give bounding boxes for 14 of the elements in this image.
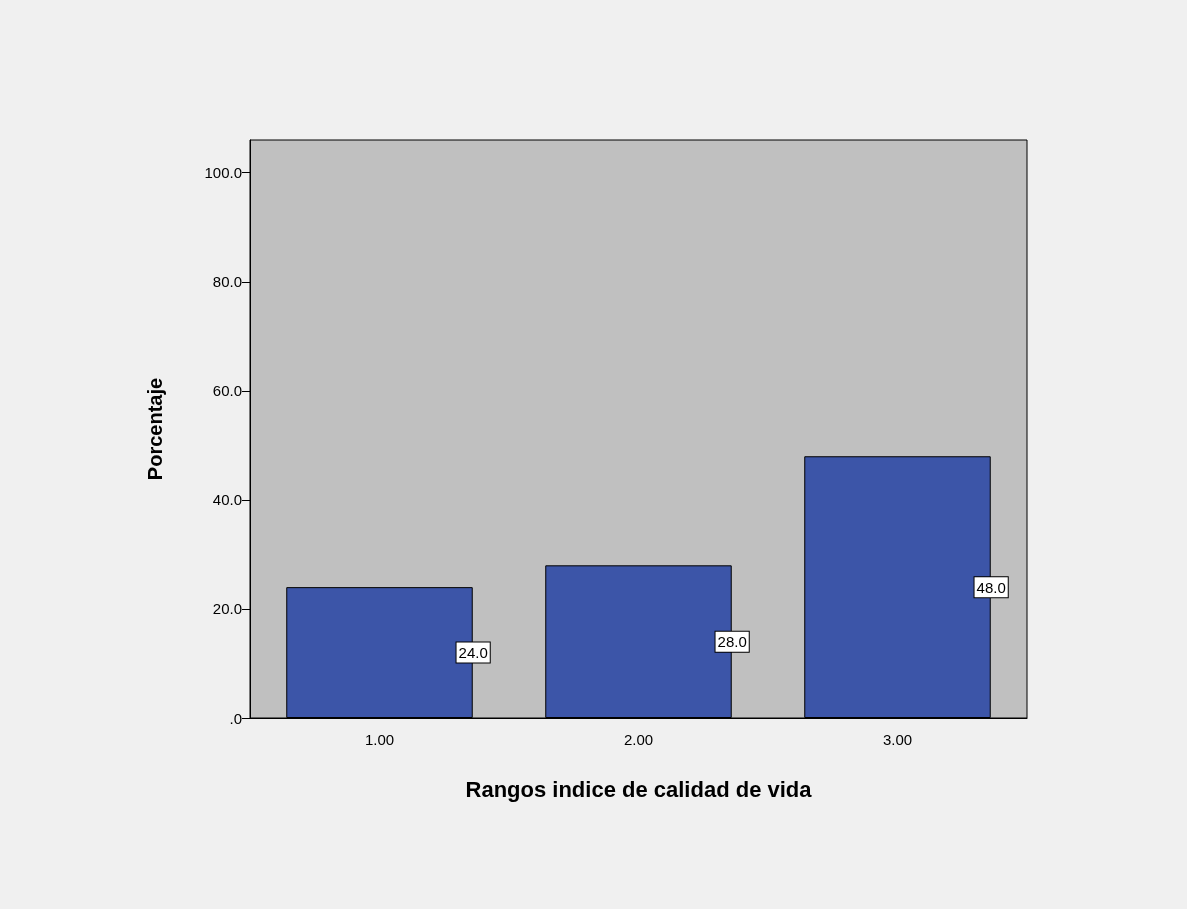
y-tick-label: 40.0 [212, 491, 242, 509]
y-tick-label: 100.0 [204, 164, 242, 182]
y-tick-label: 20.0 [212, 600, 242, 618]
x-tick-label: 3.00 [882, 731, 913, 748]
y-tick-label: 60.0 [212, 382, 242, 400]
x-axis-title: Rangos indice de calidad de vida [465, 776, 813, 802]
data-label: 24.0 [458, 644, 488, 662]
x-tick-label: 1.00 [364, 731, 395, 748]
y-axis-title: Porcentaje [144, 377, 166, 481]
data-label: 48.0 [976, 578, 1006, 596]
y-tick-label: .0 [229, 709, 242, 727]
y-tick-label: 80.0 [212, 273, 242, 291]
x-tick-label: 2.00 [623, 731, 654, 748]
data-label: 28.0 [717, 633, 747, 651]
